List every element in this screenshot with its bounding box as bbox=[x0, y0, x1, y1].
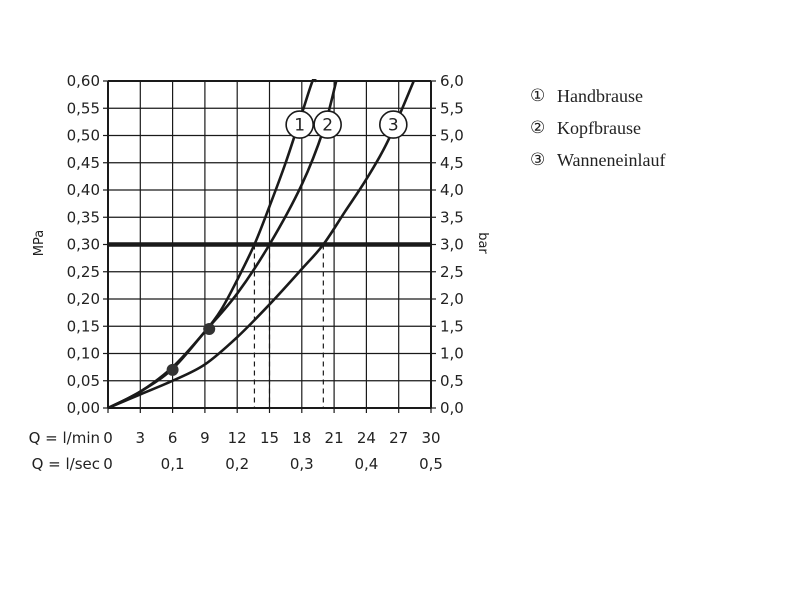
y-tick-label-left: 0,05 bbox=[67, 372, 100, 390]
y-tick-label-left: 0,30 bbox=[67, 236, 100, 254]
legend-item-handbrause: ① Handbrause bbox=[530, 80, 666, 112]
y-tick-label-left: 0,00 bbox=[67, 399, 100, 417]
y-tick-label-right: 2,5 bbox=[440, 263, 464, 281]
x-tick-label: 18 bbox=[292, 429, 311, 447]
x-tick-label: 0 bbox=[103, 455, 113, 473]
x-axis-label: Q = l/min bbox=[29, 429, 100, 447]
x-tick-label: 0,2 bbox=[225, 455, 249, 473]
curve-label-circle-3 bbox=[379, 110, 408, 139]
legend-item-wanneneinlauf: ③ Wanneneinlauf bbox=[530, 144, 666, 176]
legend-marker: ② bbox=[530, 118, 546, 138]
curve-label-3: 3 bbox=[388, 116, 399, 136]
data-markers bbox=[166, 322, 216, 376]
y-tick-label-left: 0,50 bbox=[67, 127, 100, 145]
y-tick-label-right: 2,0 bbox=[440, 290, 464, 308]
y-tick-label-right: 4,0 bbox=[440, 181, 464, 199]
legend-label: Kopfbrause bbox=[557, 117, 641, 138]
legend-label: Wanneneinlauf bbox=[557, 149, 666, 170]
y-tick-label-left: 0,20 bbox=[67, 290, 100, 308]
curve-label-1: 1 bbox=[294, 116, 305, 136]
y-tick-label-right: 5,0 bbox=[440, 127, 464, 145]
curve-label-circle-1 bbox=[285, 110, 314, 139]
x-tick-label: 27 bbox=[389, 429, 408, 447]
x-tick-label: 0,4 bbox=[354, 455, 378, 473]
x-tick-label: 6 bbox=[168, 429, 178, 447]
x-tick-label: 24 bbox=[357, 429, 376, 447]
y-tick-label-right: 3,5 bbox=[440, 208, 464, 226]
x-tick-label: 30 bbox=[421, 429, 440, 447]
series-line-2 bbox=[108, 80, 338, 410]
data-marker bbox=[166, 363, 179, 376]
tick-labels: 0,00 0,00,05 0,50,10 1,00,15 1,50,20 2,00,25 2… bbox=[29, 72, 464, 473]
y-tick-label-left: 0,15 bbox=[67, 317, 100, 335]
y-tick-label-left: 0,55 bbox=[67, 99, 100, 117]
y-tick-label-right: 0,5 bbox=[440, 372, 464, 390]
x-tick-label: 0,5 bbox=[419, 455, 443, 473]
y-tick-label-right: 1,0 bbox=[440, 345, 464, 363]
y-tick-label-right: 0,0 bbox=[440, 399, 464, 417]
legend-marker: ③ bbox=[530, 150, 546, 170]
y-tick-label-left: 0,45 bbox=[67, 154, 100, 172]
x-axis-label: Q = l/sec bbox=[32, 455, 100, 473]
x-tick-label: 9 bbox=[200, 429, 210, 447]
y-tick-label-right: 4,5 bbox=[440, 154, 464, 172]
x-tick-label: 0,1 bbox=[161, 455, 185, 473]
x-tick-label: 21 bbox=[325, 429, 344, 447]
x-tick-label: 15 bbox=[260, 429, 279, 447]
y-tick-label-right: 6,0 bbox=[440, 72, 464, 90]
y-tick-label-left: 0,35 bbox=[67, 208, 100, 226]
legend-marker: ① bbox=[530, 86, 546, 106]
x-tick-label: 12 bbox=[228, 429, 247, 447]
curve-label-2: 2 bbox=[322, 116, 333, 136]
legend: ① Handbrause ② Kopfbrause ③ Wanneneinlau… bbox=[530, 80, 666, 176]
data-marker bbox=[203, 322, 216, 335]
y-tick-label-right: 5,5 bbox=[440, 99, 464, 117]
x-tick-label: 3 bbox=[136, 429, 146, 447]
y-tick-label-right: 3,0 bbox=[440, 236, 464, 254]
curve-label-circle-2 bbox=[313, 110, 342, 139]
y-tick-label-left: 0,25 bbox=[67, 263, 100, 281]
legend-label: Handbrause bbox=[557, 85, 643, 106]
y-tick-label-left: 0,40 bbox=[67, 181, 100, 199]
legend-item-kopfbrause: ② Kopfbrause bbox=[530, 112, 666, 144]
y-tick-label-right: 1,5 bbox=[440, 317, 464, 335]
x-tick-label: 0 bbox=[103, 429, 113, 447]
x-tick-label: 0,3 bbox=[290, 455, 314, 473]
y-tick-label-left: 0,60 bbox=[67, 72, 100, 90]
y-tick-label-left: 0,10 bbox=[67, 345, 100, 363]
y-axis-label-left: MPa bbox=[32, 230, 47, 256]
y-axis-label-right: bar bbox=[475, 232, 490, 254]
series-line-3 bbox=[108, 80, 415, 410]
